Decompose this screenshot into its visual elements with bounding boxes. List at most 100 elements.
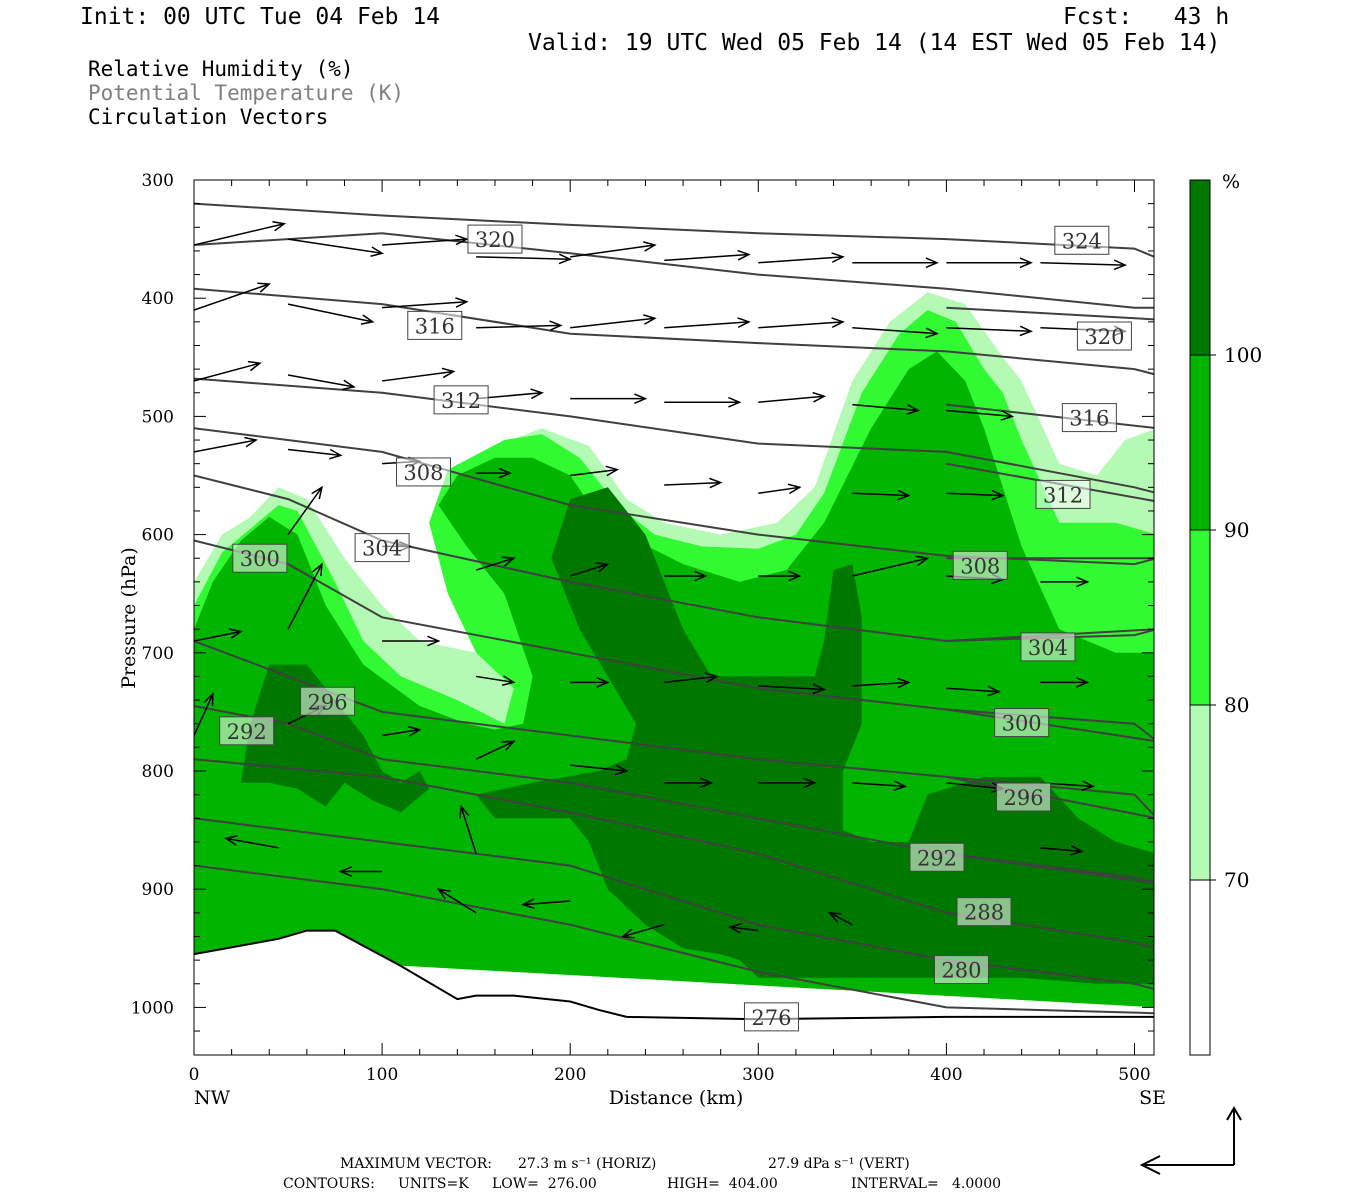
colorbar-swatch: [1189, 879, 1211, 1056]
theta-label-280: 280: [933, 955, 989, 985]
theta-contour-296: [946, 775, 1154, 819]
svg-text:308: 308: [403, 461, 443, 485]
svg-text:312: 312: [441, 389, 481, 413]
circulation-vector: [476, 675, 516, 686]
colorbar-label: 90: [1224, 518, 1249, 542]
colorbar-swatch: [1189, 704, 1211, 881]
circulation-vector: [194, 628, 243, 642]
svg-text:312: 312: [1043, 483, 1083, 507]
y-tick-label: 500: [142, 407, 174, 427]
max-vector-vert: 27.9 dPa s⁻¹ (VERT): [768, 1156, 910, 1172]
svg-text:304: 304: [362, 537, 402, 561]
x-tick-label: 300: [742, 1065, 774, 1085]
theta-contour-324: [194, 202, 1154, 258]
svg-text:292: 292: [917, 846, 957, 870]
circulation-vector: [664, 777, 714, 789]
colorbar-swatch: [1189, 179, 1211, 356]
theta-contour-288: [194, 758, 1154, 949]
theta-label-320: 320: [467, 224, 523, 254]
theta-label-296: 296: [300, 686, 356, 716]
theta-contour-296: [194, 640, 1154, 817]
y-tick-label: 600: [142, 526, 174, 546]
colorbar-label: 80: [1224, 693, 1249, 717]
colorbar-unit: %: [1222, 171, 1240, 193]
circulation-vector: [382, 367, 456, 382]
circulation-vector: [287, 485, 324, 536]
theta-label-308: 308: [952, 550, 1008, 580]
circulation-vector: [828, 911, 853, 926]
circulation-vector: [1040, 845, 1084, 856]
theta-label-300: 300: [994, 708, 1050, 738]
theta-label-308: 308: [395, 457, 451, 487]
y-tick-label: 400: [142, 289, 174, 309]
svg-text:308: 308: [960, 554, 1000, 578]
circulation-vector: [194, 282, 272, 311]
theta-contour-308: [194, 427, 1154, 566]
theta-label-288: 288: [956, 897, 1012, 927]
circulation-vector: [664, 249, 751, 262]
rh-colorbar: 100 90 80 70: [1189, 179, 1262, 1056]
theta-label-320: 320: [1076, 321, 1132, 351]
x-axis-label: Distance (km): [609, 1087, 744, 1109]
theta-label-316: 316: [407, 310, 463, 340]
circulation-vector: [381, 726, 422, 737]
y-tick-label: 1000: [131, 998, 174, 1018]
svg-text:280: 280: [941, 959, 981, 983]
axes: 0 100 200 300 400 500 300 400 500 600 700 800 900 100…: [131, 171, 1154, 1085]
circulation-vector: [194, 692, 214, 736]
circulation-vector: [852, 403, 921, 415]
circulation-vector: [758, 570, 802, 582]
circulation-vector: [476, 253, 573, 265]
x-tick-label: 0: [189, 1065, 200, 1085]
contours-label: CONTOURS:: [283, 1176, 375, 1192]
colorbar-label: 100: [1224, 343, 1262, 367]
circulation-vector: [758, 317, 845, 329]
circulation-vector: [570, 241, 657, 258]
circulation-vector: [852, 489, 911, 501]
contour-labels: 324 320 320 316 316 312 312 308 308 304 304 300 300 2…: [219, 224, 1132, 1032]
svg-text:316: 316: [1069, 407, 1109, 431]
x-tick-label: 200: [554, 1065, 586, 1085]
circulation-vector: [287, 448, 343, 460]
circulation-vector: [287, 303, 375, 325]
theta-contour-320: [946, 306, 1154, 321]
circulation-vector: [570, 393, 648, 405]
colorbar-swatch: [1189, 354, 1211, 531]
circulation-vector: [475, 740, 516, 760]
theta-contour-276: [194, 864, 1154, 1015]
circulation-vector: [664, 672, 719, 684]
circulation-vector: [852, 327, 939, 339]
terrain-line: [194, 929, 1154, 1021]
circulation-vector: [570, 676, 610, 688]
circulation-vector: [758, 683, 827, 695]
svg-text:300: 300: [1002, 712, 1042, 736]
circulation-vector: [521, 898, 571, 910]
y-tick-label: 300: [142, 171, 174, 191]
y-tick-label: 800: [142, 762, 174, 782]
circulation-vector: [758, 391, 827, 403]
circulation-vector: [569, 562, 610, 577]
theta-contour-316: [946, 403, 1154, 429]
circulation-vector: [476, 467, 512, 479]
circulation-vector: [946, 257, 1033, 269]
circulation-vector: [287, 238, 385, 257]
svg-text:300: 300: [240, 547, 280, 571]
circulation-vector: [664, 396, 742, 408]
max-vector-horiz: 27.3 m s⁻¹ (HORIZ): [518, 1156, 657, 1172]
circulation-vector: [946, 685, 1001, 697]
theta-contour-316: [194, 287, 1154, 376]
below-ground-mask: [194, 930, 1154, 1055]
theta-label-304: 304: [354, 533, 410, 563]
circulation-vector: [194, 360, 262, 382]
init-time-label: Init: 00 UTC Tue 04 Feb 14: [80, 4, 441, 30]
plot-frame: [193, 179, 1155, 1056]
rh-region: [241, 664, 430, 813]
theta-contour-300: [194, 539, 1154, 741]
circulation-vector: [946, 489, 1005, 501]
svg-text:316: 316: [415, 314, 455, 338]
forecast-hour-label: Fcst: 43 h: [1063, 4, 1230, 30]
circulation-vector: [852, 555, 930, 577]
circulation-vector: [338, 866, 383, 877]
circulation-vector: [570, 764, 629, 776]
legend-relative-humidity: Relative Humidity (%): [88, 57, 354, 81]
